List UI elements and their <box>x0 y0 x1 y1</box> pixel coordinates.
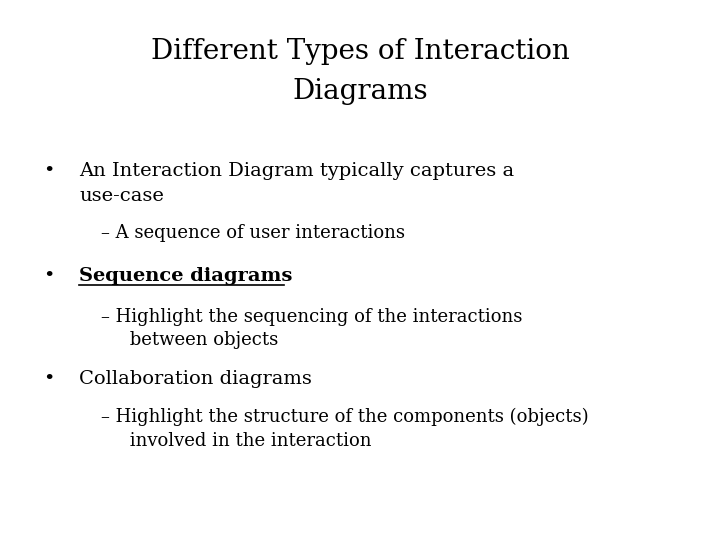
Text: •: • <box>43 370 55 388</box>
Text: An Interaction Diagram typically captures a
use-case: An Interaction Diagram typically capture… <box>79 162 514 205</box>
Text: •: • <box>43 162 55 180</box>
Text: Collaboration diagrams: Collaboration diagrams <box>79 370 312 388</box>
Text: Different Types of Interaction: Different Types of Interaction <box>150 38 570 65</box>
Text: – Highlight the sequencing of the interactions
     between objects: – Highlight the sequencing of the intera… <box>101 308 522 349</box>
Text: – A sequence of user interactions: – A sequence of user interactions <box>101 224 405 242</box>
Text: Sequence diagrams: Sequence diagrams <box>79 267 292 285</box>
Text: Diagrams: Diagrams <box>292 78 428 105</box>
Text: •: • <box>43 267 55 285</box>
Text: – Highlight the structure of the components (objects)
     involved in the inter: – Highlight the structure of the compone… <box>101 408 588 449</box>
